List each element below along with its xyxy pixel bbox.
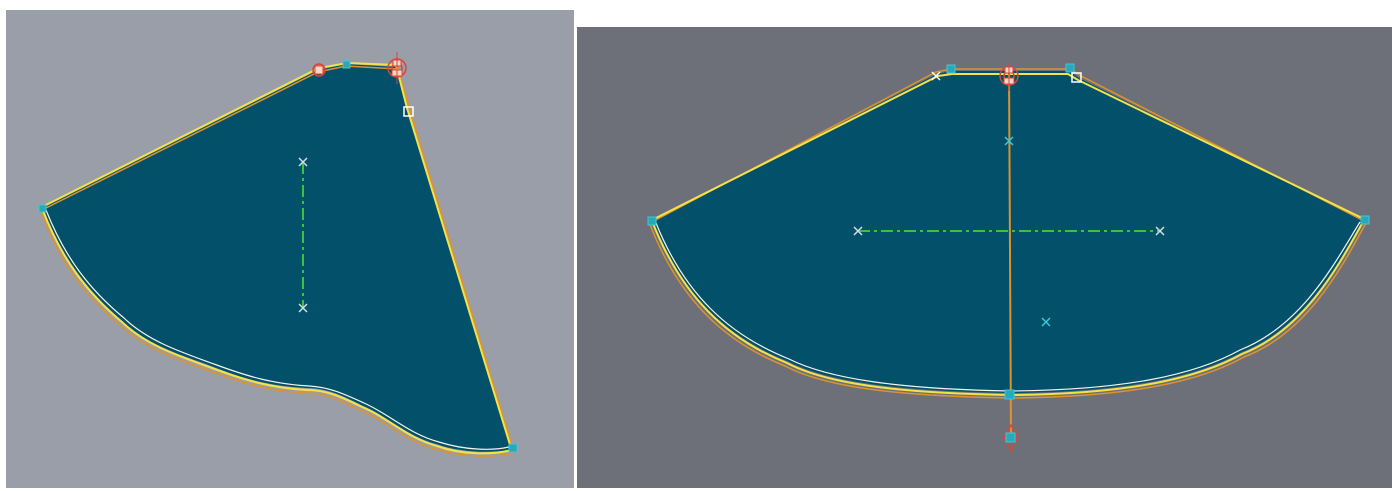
right-grainline-end-marker[interactable] <box>1155 226 1165 236</box>
right-bottom-anchor-handle[interactable] <box>1003 423 1019 453</box>
left-hem-seam <box>41 207 513 455</box>
left-notch-marker-1[interactable] <box>312 63 326 77</box>
right-grainline-start-marker[interactable] <box>853 226 863 236</box>
left-corner-handle-top[interactable] <box>342 60 351 69</box>
left-hem-allowance <box>45 209 510 450</box>
left-grainline-end-marker[interactable] <box>298 303 308 313</box>
left-grainline-start-marker[interactable] <box>298 157 308 167</box>
right-reference-marker-lower[interactable] <box>1041 317 1051 327</box>
left-grainline[interactable] <box>298 157 308 313</box>
left-seam-line <box>43 61 512 449</box>
left-piece-edges <box>39 61 515 457</box>
right-viewport[interactable] <box>577 27 1392 488</box>
pattern-piece-left[interactable] <box>42 64 512 452</box>
left-notch-marker-2[interactable] <box>387 52 407 84</box>
right-canvas[interactable] <box>577 27 1392 488</box>
right-corner-handle-east[interactable] <box>1360 215 1370 225</box>
right-grainline[interactable] <box>853 226 1165 236</box>
right-corner-handle-top-right[interactable] <box>1065 63 1075 73</box>
right-hem-center-handle[interactable] <box>1004 389 1015 400</box>
left-cut-line <box>41 65 515 453</box>
left-control-point-handle[interactable] <box>403 106 414 117</box>
right-vertex-marker[interactable] <box>931 71 941 81</box>
right-reference-marker-top[interactable] <box>1004 136 1014 146</box>
right-corner-handle-top-left[interactable] <box>946 64 956 74</box>
right-control-point-handle[interactable] <box>1071 72 1082 83</box>
right-corner-handle-west[interactable] <box>647 216 657 226</box>
left-canvas[interactable] <box>6 10 574 488</box>
left-corner-handle-west[interactable] <box>38 204 47 213</box>
left-corner-handle-south[interactable] <box>508 443 518 453</box>
left-viewport[interactable] <box>6 10 574 488</box>
right-center-line[interactable] <box>1008 66 1012 440</box>
left-hem-cut <box>39 208 514 457</box>
right-notch-marker-top[interactable] <box>999 63 1019 91</box>
